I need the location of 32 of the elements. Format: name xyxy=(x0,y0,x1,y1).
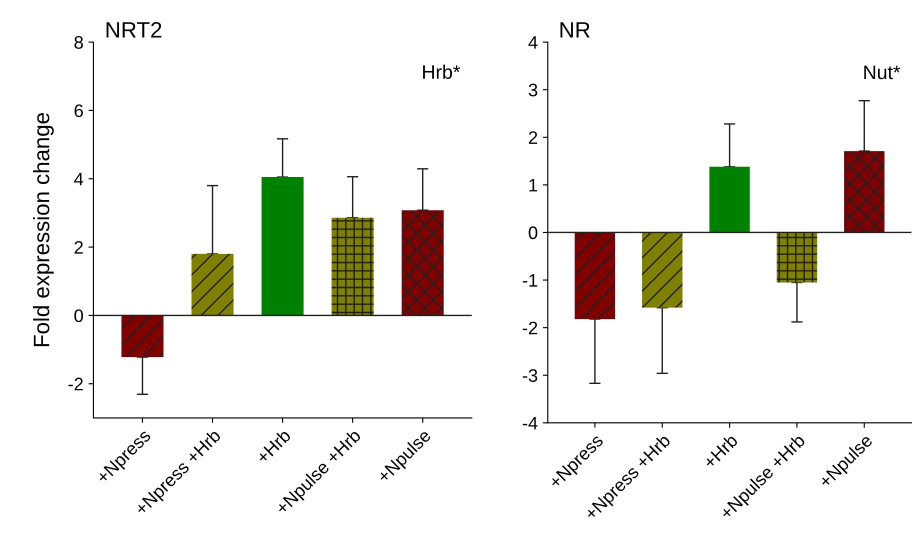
y-tick-label: 6 xyxy=(74,104,83,118)
bar xyxy=(642,232,682,308)
y-tick-label: 3 xyxy=(528,84,538,96)
bar xyxy=(574,232,616,320)
y-tick-label: 4 xyxy=(528,36,538,49)
y-tick-label: -3 xyxy=(522,369,538,382)
x-tick-label: +Hrb xyxy=(702,433,738,470)
y-axis-title: Fold expression change xyxy=(33,113,54,346)
y-tick-label: 2 xyxy=(74,241,83,254)
chart-title: NRT2 xyxy=(106,22,162,38)
bar xyxy=(121,315,164,358)
y-tick-label: 4 xyxy=(74,172,84,186)
bar xyxy=(262,177,304,316)
y-tick-label: -2 xyxy=(522,322,538,334)
bar xyxy=(192,254,234,316)
bar xyxy=(776,232,818,282)
y-tick-label: 0 xyxy=(74,309,84,322)
annotation: Nut* xyxy=(864,66,900,80)
y-tick-label: -2 xyxy=(68,378,83,390)
x-tick-label: +Hrb xyxy=(255,428,292,464)
annotation: Hrb* xyxy=(423,64,460,79)
chart-title: NR xyxy=(560,22,590,38)
y-tick-label: 1 xyxy=(529,179,538,192)
bar xyxy=(402,210,444,316)
y-tick-label: -1 xyxy=(522,274,538,287)
bar xyxy=(332,218,374,316)
y-tick-label: 8 xyxy=(74,36,83,49)
bar xyxy=(709,166,750,232)
y-tick-label: 0 xyxy=(528,226,538,240)
y-tick-label: 2 xyxy=(528,131,538,144)
bar xyxy=(844,151,884,232)
y-tick-label: -4 xyxy=(522,416,538,430)
